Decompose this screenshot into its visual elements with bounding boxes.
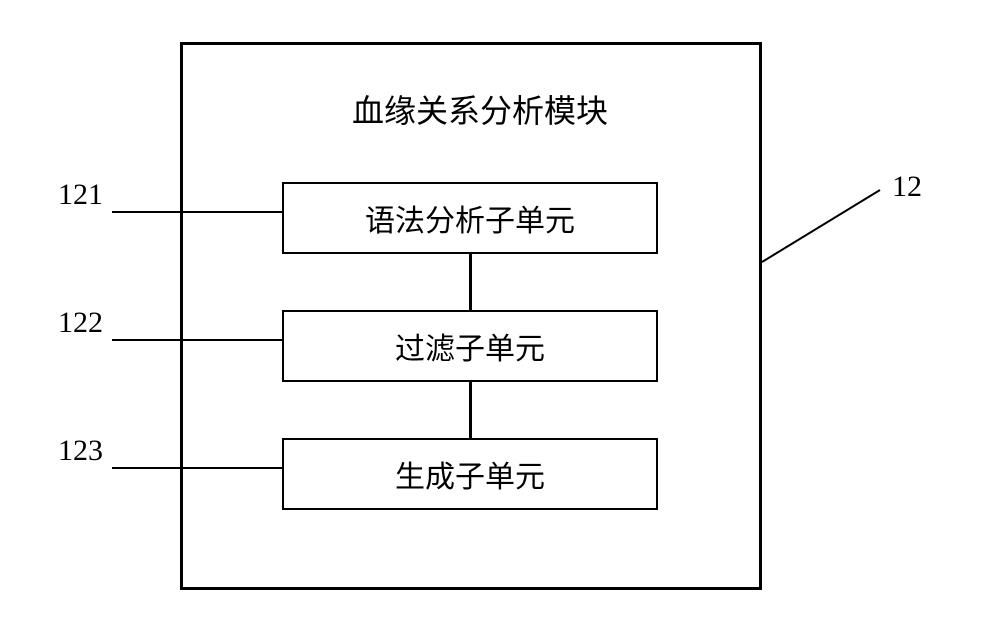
callout-line — [0, 0, 1000, 631]
